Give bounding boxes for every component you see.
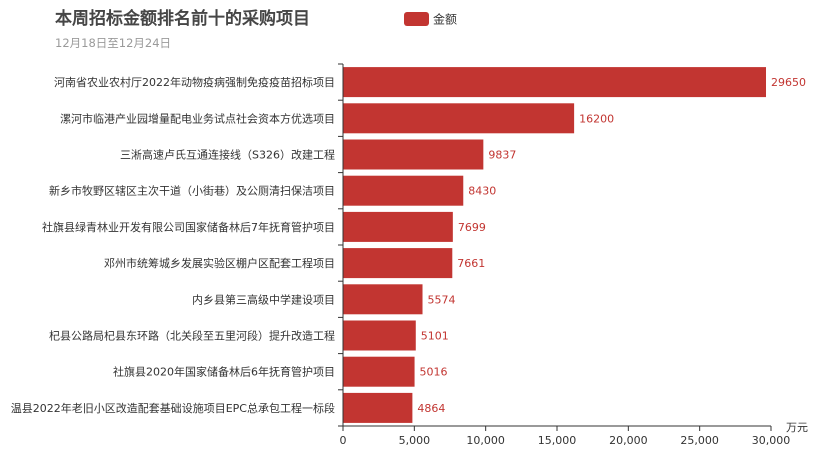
bar[interactable]: [343, 392, 413, 423]
value-label: 16200: [579, 112, 614, 125]
value-label: 7661: [457, 257, 485, 270]
bar[interactable]: [343, 211, 453, 242]
chart-title: 本周招标金额排名前十的采购项目: [55, 8, 310, 29]
bar[interactable]: [343, 356, 415, 387]
category-label: 河南省农业农村厅2022年动物疫病强制免疫疫苗招标项目: [54, 75, 335, 89]
value-label: 29650: [771, 76, 806, 89]
x-tick-label: 30,000: [752, 434, 791, 447]
plot-area: 河南省农业农村厅2022年动物疫病强制免疫疫苗招标项目 29650 漯河市临港产业园…: [11, 63, 806, 447]
category-label: 内乡县第三高级中学建设项目: [192, 292, 335, 306]
bar[interactable]: [343, 67, 767, 98]
category-label: 新乡市牧野区辖区主次干道（小街巷）及公厕清扫保洁项目: [49, 184, 335, 198]
bar[interactable]: [343, 139, 484, 170]
chart-subtitle: 12月18日至12月24日: [55, 36, 171, 50]
legend-swatch[interactable]: [404, 12, 429, 26]
value-label: 5574: [428, 293, 456, 306]
bar[interactable]: [343, 320, 416, 351]
category-label: 社旗县绿青林业开发有限公司国家储备林后7年抚育管护项目: [42, 220, 335, 234]
x-axis-unit: 万元: [786, 421, 808, 434]
x-tick-label: 20,000: [609, 434, 648, 447]
category-label: 漯河市临港产业园增量配电业务试点社会资本方优选项目: [60, 111, 335, 125]
category-label: 社旗县2020年国家储备林后6年抚育管护项目: [113, 365, 335, 379]
value-label: 5016: [420, 366, 448, 379]
value-label: 8430: [468, 185, 496, 198]
x-tick-label: 5,000: [399, 434, 431, 447]
bar[interactable]: [343, 284, 423, 315]
bar[interactable]: [343, 248, 453, 279]
legend-label[interactable]: 金额: [433, 12, 457, 27]
category-label: 杞县公路局杞县东环路（北关段至五里河段）提升改造工程: [49, 329, 335, 343]
category-label: 温县2022年老旧小区改造配套基础设施项目EPC总承包工程一标段: [11, 401, 335, 415]
x-tick-label: 10,000: [466, 434, 505, 447]
category-label: 三淅高速卢氏互通连接线（S326）改建工程: [120, 148, 335, 162]
value-label: 7699: [458, 221, 486, 234]
bar[interactable]: [343, 103, 575, 134]
value-label: 9837: [488, 149, 516, 162]
category-label: 邓州市统筹城乡发展实验区棚户区配套工程项目: [104, 256, 335, 270]
bar[interactable]: [343, 175, 464, 206]
x-tick-label: 25,000: [680, 434, 719, 447]
x-tick-label: 15,000: [538, 434, 577, 447]
legend[interactable]: 金额: [404, 12, 457, 27]
x-tick-label: 0: [340, 434, 347, 447]
value-label: 5101: [421, 330, 449, 343]
value-label: 4864: [417, 402, 445, 415]
